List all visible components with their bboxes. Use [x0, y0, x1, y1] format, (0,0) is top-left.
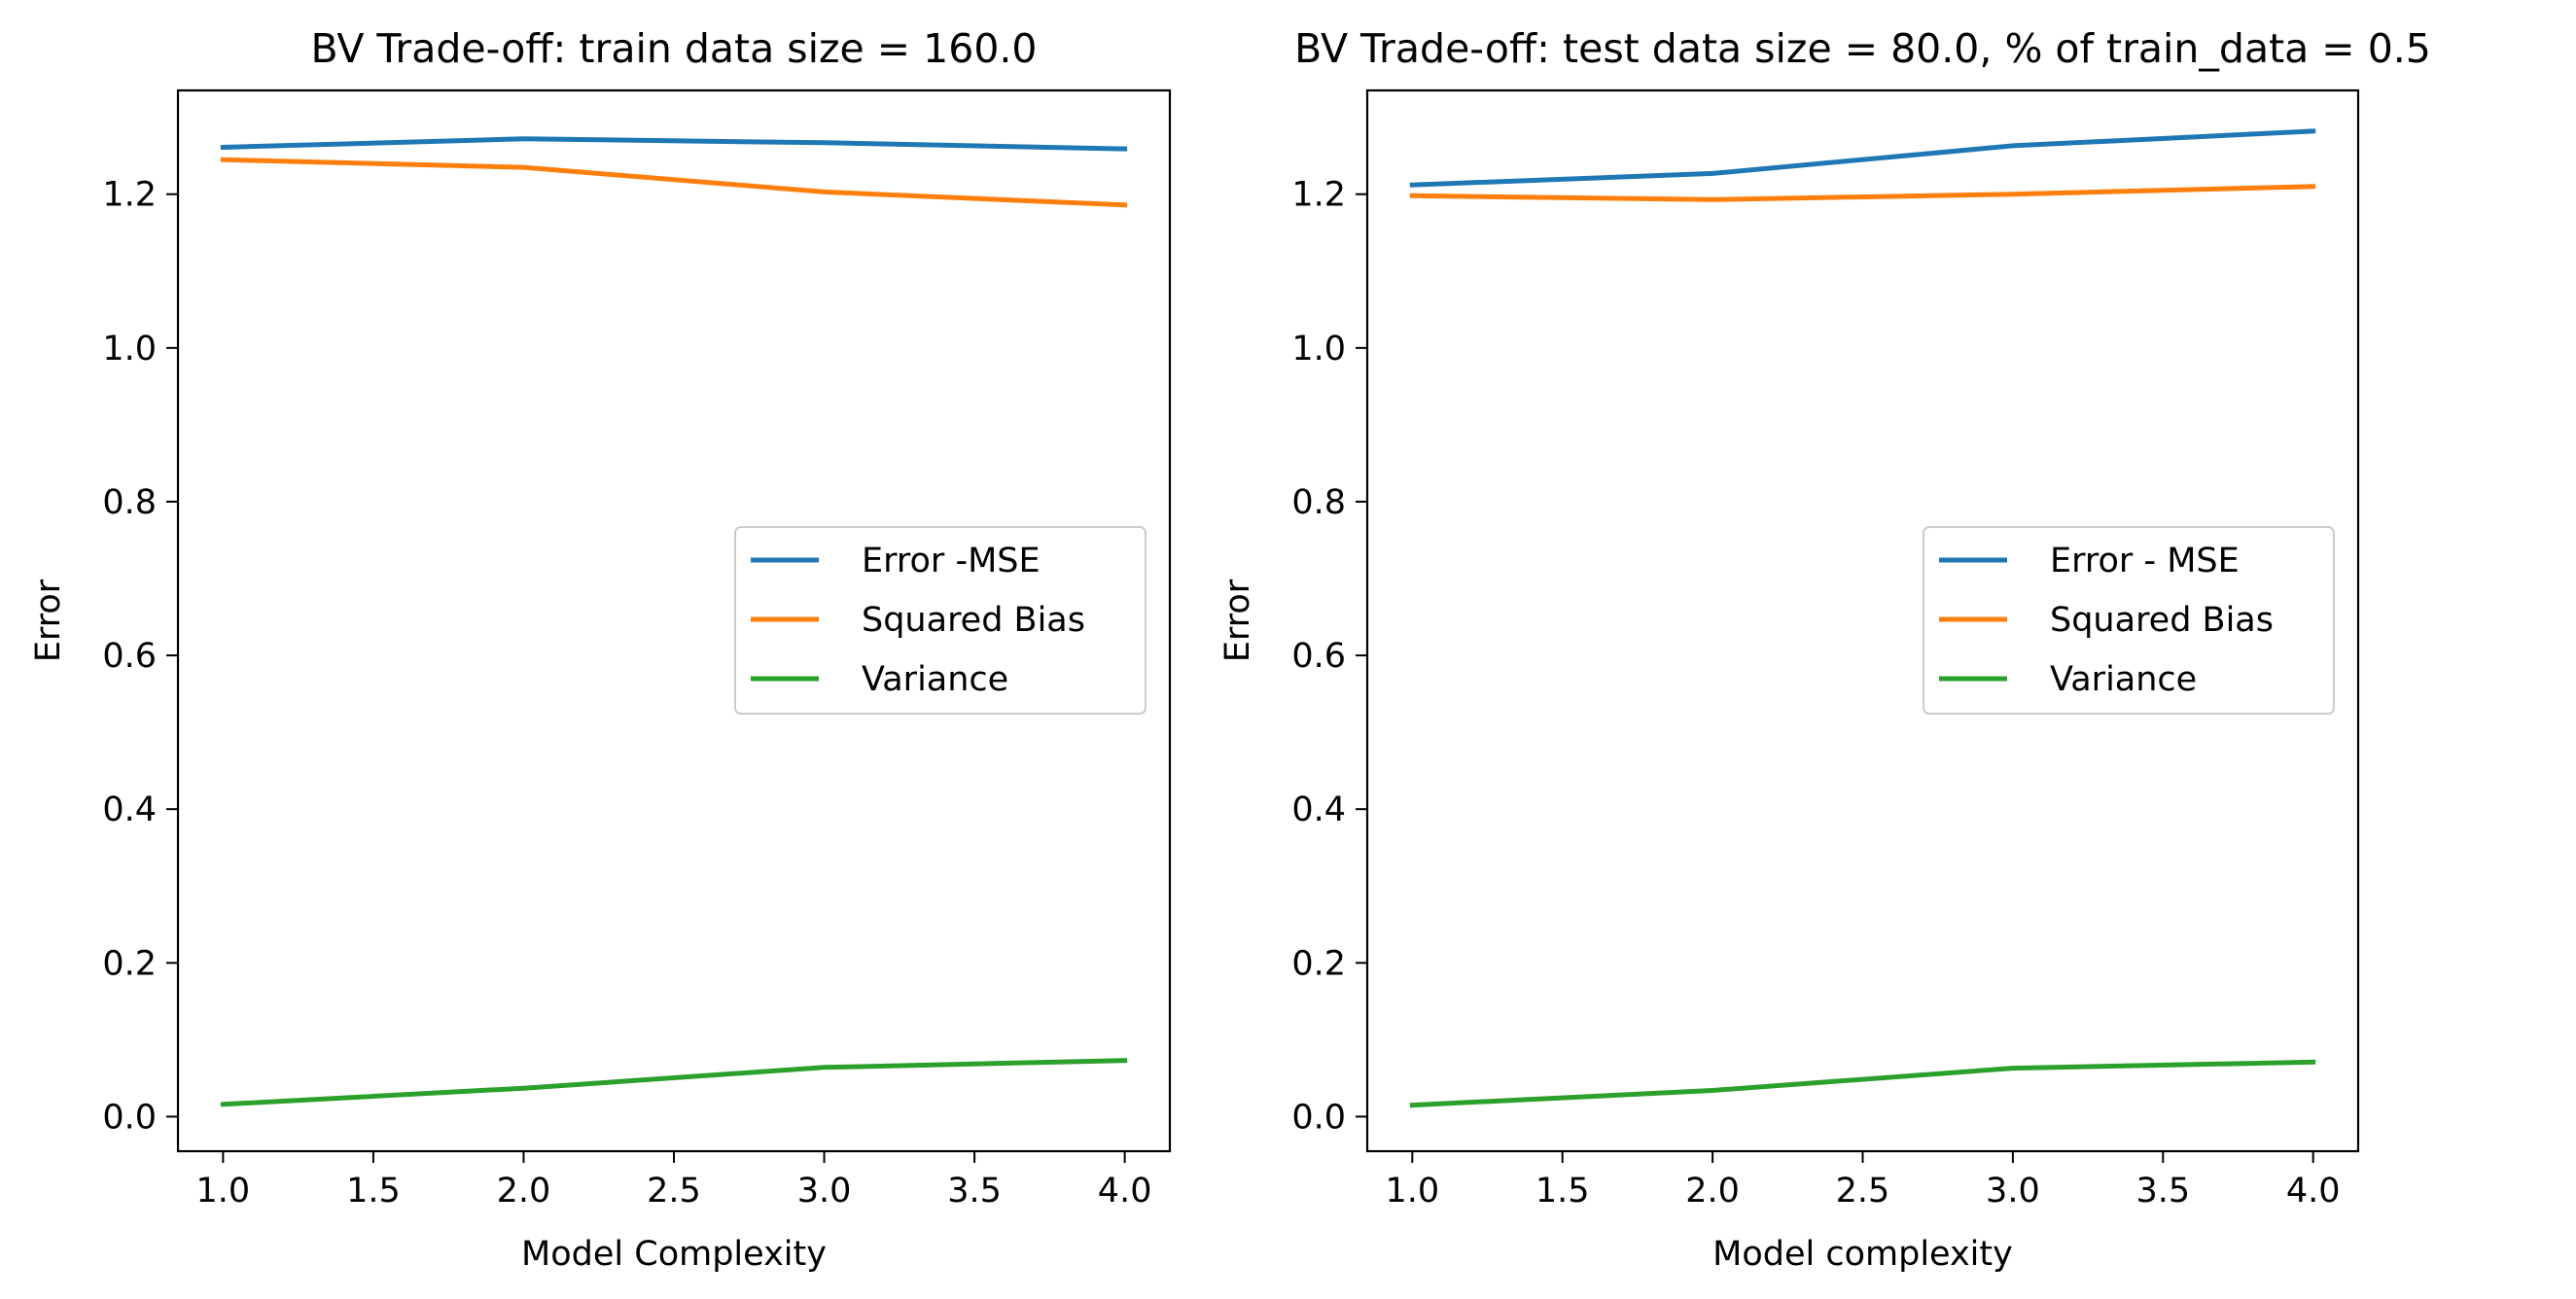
y-tick-label: 0.8 [102, 483, 157, 522]
x-tick-label: 3.0 [797, 1172, 852, 1211]
y-tick-label: 0.6 [102, 637, 157, 676]
x-tick-label: 2.5 [647, 1172, 701, 1211]
y-tick-label: 0.8 [1291, 483, 1346, 522]
series-line-variance [1409, 1059, 2316, 1108]
legend: Error - MSE Squared Bias Variance [1923, 526, 2335, 715]
y-tick-label: 1.0 [102, 330, 157, 369]
x-tick-label: 1.0 [1385, 1172, 1439, 1211]
legend-box [1923, 526, 2335, 715]
legend-entry-label: Variance [862, 660, 1008, 699]
x-axis-label: Model Complexity [521, 1235, 827, 1274]
x-tick-label: 3.0 [1986, 1172, 2040, 1211]
y-tick-label: 0.4 [102, 790, 157, 829]
x-tick-label: 4.0 [1098, 1172, 1152, 1211]
y-tick-label: 1.2 [102, 176, 157, 215]
y-tick-label: 0.0 [102, 1098, 157, 1137]
x-tick-label: 2.0 [497, 1172, 551, 1211]
legend-entry-label: Squared Bias [2050, 601, 2274, 640]
x-tick-label: 4.0 [2286, 1172, 2341, 1211]
x-tick-label: 2.5 [1836, 1172, 1890, 1211]
x-tick-label: 1.0 [196, 1172, 251, 1211]
chart-title: BV Trade-off: test data size = 80.0, % o… [1294, 25, 2431, 72]
y-tick-label: 1.2 [1291, 176, 1346, 215]
series-line-squared-bias [1409, 184, 2316, 202]
y-axis-label: Error [1218, 579, 1257, 662]
series-line-variance [220, 1058, 1128, 1107]
x-tick-label: 3.5 [947, 1172, 1002, 1211]
chart-panel-2: 1.0 1.5 2.0 2.5 3.0 3.5 4.0 0.0 0.2 0.4 0.6 0.8 1.0 1… [1218, 25, 2431, 1274]
chart-panel-1: 1.0 1.5 2.0 2.5 3.0 3.5 4.0 0.0 0.2 0.4 0.6 0.8 1.0 1… [29, 25, 1172, 1274]
legend-entry-label: Squared Bias [862, 601, 1085, 640]
y-axis-label: Error [29, 579, 68, 662]
series-line-error-mse [220, 136, 1128, 152]
y-tick-label: 0.2 [102, 944, 157, 983]
legend-entry-label: Variance [2050, 660, 2197, 699]
series-line-squared-bias [220, 157, 1128, 208]
legend-box [734, 526, 1147, 715]
series-line-error-mse [1409, 128, 2316, 188]
x-axis-label: Model complexity [1712, 1235, 2013, 1274]
y-tick-label: 1.0 [1291, 330, 1346, 369]
legend: Error -MSE Squared Bias Variance [734, 526, 1147, 715]
y-tick-label: 0.0 [1291, 1098, 1346, 1137]
x-tick-label: 1.5 [1535, 1172, 1590, 1211]
y-tick-label: 0.4 [1291, 790, 1346, 829]
x-tick-label: 2.0 [1685, 1172, 1740, 1211]
legend-entry-label: Error -MSE [862, 542, 1041, 580]
y-tick-label: 0.2 [1291, 944, 1346, 983]
legend-entry-label: Error - MSE [2050, 542, 2240, 580]
chart-title: BV Trade-off: train data size = 160.0 [310, 25, 1037, 72]
x-tick-label: 3.5 [2135, 1172, 2190, 1211]
x-tick-label: 1.5 [346, 1172, 401, 1211]
y-tick-label: 0.6 [1291, 637, 1346, 676]
